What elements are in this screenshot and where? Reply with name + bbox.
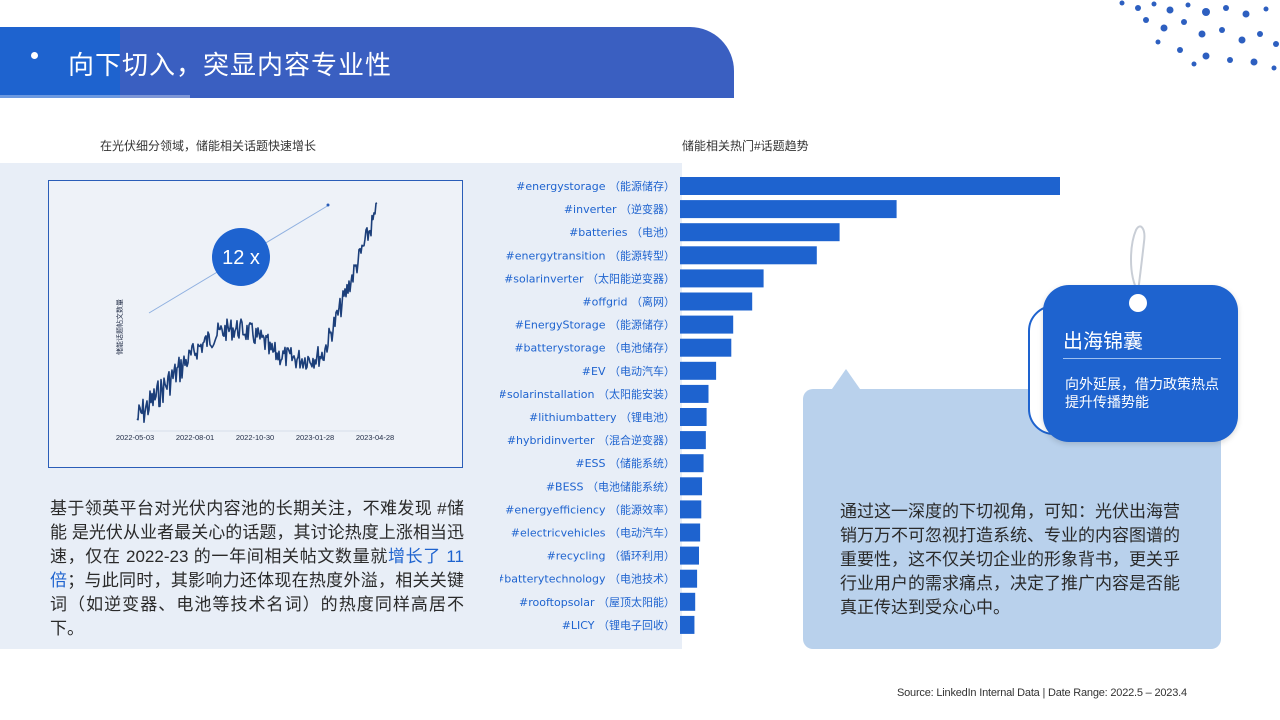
bar xyxy=(680,592,696,611)
decorative-dots-icon xyxy=(1119,0,1279,71)
tag-string-icon xyxy=(1130,225,1146,293)
bar-label: #batterytechnology （电池技术） xyxy=(500,573,675,586)
trend-y-label: 储能话题帖文数量 xyxy=(115,299,124,355)
bar xyxy=(680,454,704,473)
bar xyxy=(680,361,717,380)
title-band-accent xyxy=(0,27,120,98)
trend-series-line xyxy=(136,202,378,423)
bar xyxy=(680,546,699,565)
bar-label: #offgrid （离网） xyxy=(582,295,675,309)
tag-title: 出海锦囊 xyxy=(1063,331,1143,353)
bar-label: #solarinstallation （太阳能安装） xyxy=(500,387,675,401)
bar xyxy=(680,292,753,311)
bar xyxy=(680,269,764,288)
bar xyxy=(680,338,732,357)
tag-divider xyxy=(1063,358,1221,359)
bar-label: #batteries （电池） xyxy=(569,226,675,239)
bar xyxy=(680,384,709,403)
tag-subtitle: 向外延展，借力政策热点提升传播势能 xyxy=(1065,376,1219,410)
bar-label: #recycling （循环利用） xyxy=(547,550,675,563)
bar xyxy=(680,408,707,426)
bar-label: #solarinverter （太阳能逆变器） xyxy=(504,271,675,285)
bar-label: #energystorage （能源储存） xyxy=(516,179,675,193)
right-section-label: 储能相关热门#话题趋势 xyxy=(682,139,809,153)
bar-label: #EV （电动汽车） xyxy=(582,364,675,378)
bar xyxy=(680,500,702,519)
paragraph-part1: 基于领英平台对光伏内容池的长期关注，不难发现 #储能 是光伏从业者最关心的话题，… xyxy=(50,499,464,566)
x-tick-label: 2022-10-30 xyxy=(236,433,274,442)
left-paragraph: 基于领英平台对光伏内容池的长期关注，不难发现 #储能 是光伏从业者最关心的话题，… xyxy=(50,497,464,641)
x-tick-label: 2022-05-03 xyxy=(116,433,154,442)
bar-label: #batterystorage （电池储存） xyxy=(514,341,675,355)
bar-label: #EnergyStorage （能源储存） xyxy=(515,318,675,332)
bar xyxy=(680,223,840,242)
bar xyxy=(680,177,1060,195)
multiplier-badge xyxy=(212,228,270,286)
callout-text: 通过这一深度的下切视角，可知：光伏出海营销万万不可忽视打造系统、专业的内容图谱的… xyxy=(840,502,1180,617)
topic-bar-chart: #energystorage （能源储存） #inverter （逆变器） #bat… xyxy=(500,177,1060,634)
bar-label: #BESS （电池储能系统） xyxy=(546,479,675,493)
x-tick-label: 2023-01-28 xyxy=(296,433,334,442)
bar xyxy=(680,477,703,496)
bar-label: #hybridinverter （混合逆变器） xyxy=(507,433,675,447)
bar-label: #inverter （逆变器） xyxy=(564,202,675,216)
left-section-label: 在光伏细分领域，储能相关话题快速增长 xyxy=(100,139,317,153)
callout-pointer xyxy=(832,369,860,389)
bar-label: #energyefficiency （能源效率） xyxy=(505,502,675,516)
trend-chart: 12 x 储能话题帖文数量 2022-05-03 2022-08-01 2022… xyxy=(48,180,463,468)
title-band xyxy=(0,27,734,98)
paragraph-part2: ；与此同时，其影响力还体现在热度外溢，相关关键词（如逆变器、电池等技术名词）的热… xyxy=(50,571,465,638)
paragraph-highlight: 增长了 11 倍 xyxy=(50,547,464,590)
x-tick-label: 2023-04-28 xyxy=(356,433,394,442)
bar-label: #ESS （储能系统） xyxy=(575,456,675,470)
page-title: 向下切入，突显内容专业性 xyxy=(68,50,393,80)
bar xyxy=(680,569,698,588)
bar xyxy=(680,523,701,542)
bar xyxy=(680,431,706,450)
bar-label: #lithiumbattery （锂电池） xyxy=(529,410,675,424)
bar-label: #electricvehicles （电动汽车） xyxy=(511,526,675,540)
bar-label: #LICY （锂电子回收） xyxy=(562,618,675,632)
title-bullet-icon xyxy=(31,52,38,59)
bar-label: #energytransition （能源转型） xyxy=(506,248,675,262)
trend-chart-svg: 12 x 储能话题帖文数量 2022-05-03 2022-08-01 2022… xyxy=(115,202,394,442)
x-tick-label: 2022-08-01 xyxy=(176,433,214,442)
bar xyxy=(680,615,695,634)
source-note: Source: LinkedIn Internal Data | Date Ra… xyxy=(897,687,1187,699)
multiplier-text: 12 x xyxy=(222,247,260,269)
title-band-underline xyxy=(0,95,190,98)
trend-line-end xyxy=(326,203,330,207)
bar xyxy=(680,315,734,334)
bar xyxy=(680,200,897,219)
tag-hole-icon xyxy=(1129,294,1147,312)
bar xyxy=(680,246,817,265)
bar-label: #rooftopsolar （屋顶太阳能） xyxy=(519,595,675,609)
left-panel: 12 x 储能话题帖文数量 2022-05-03 2022-08-01 2022… xyxy=(0,163,682,649)
